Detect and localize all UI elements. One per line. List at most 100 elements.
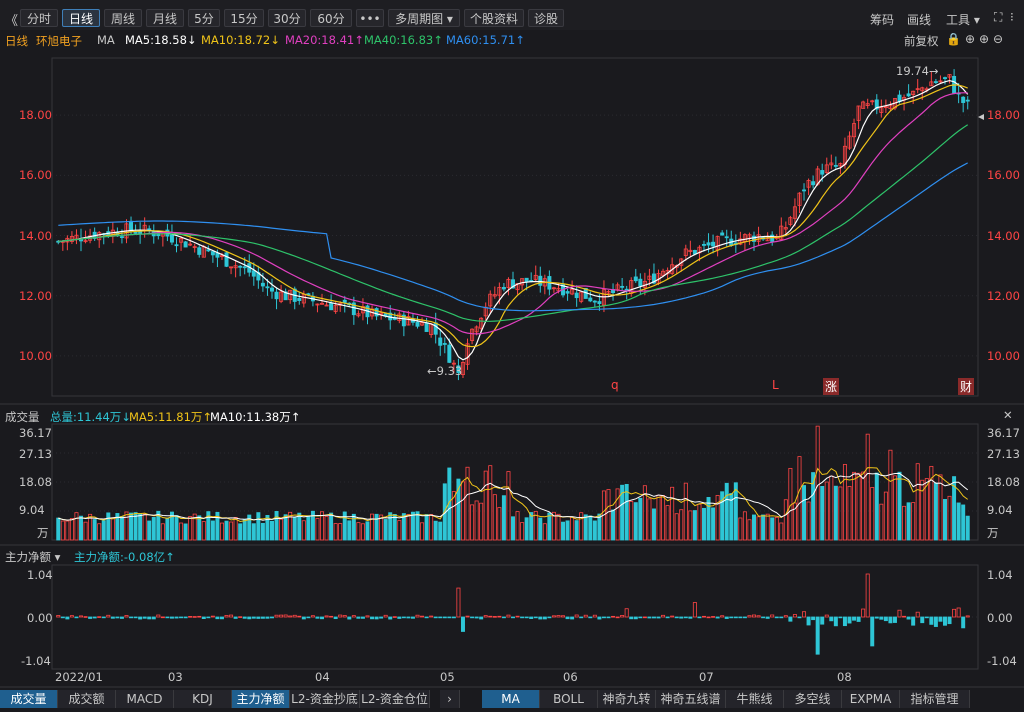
volume-bar [492,494,497,541]
indicator-tab[interactable]: KDJ [174,690,232,708]
flow-bar [470,616,475,619]
volume-bar [142,513,147,541]
volume-close-icon[interactable]: ✕ [1003,408,1013,422]
candle-body [447,344,452,363]
fullscreen-icon[interactable]: ⛶ [994,10,1003,24]
toolbar-button-9[interactable]: 多周期图 ▾ [388,9,460,27]
overlay-tab[interactable]: BOLL [540,690,598,708]
flow-bar [115,616,120,619]
candle-body [847,135,852,149]
adjust-label[interactable]: 前复权 [904,34,939,48]
flow-bar [670,615,675,618]
tools-button[interactable]: 工具 ▾ [946,13,980,27]
indicator-tab[interactable]: 成交量 [0,690,58,708]
candle-body [533,274,538,280]
flow-bar [761,616,766,619]
flow-bar [297,615,302,618]
overlay-tab[interactable]: EXPMA [842,690,900,708]
volume-bar [920,479,925,541]
volume-bar [733,482,738,541]
candle-body [524,277,529,283]
event-marker-finance[interactable]: 财 [958,378,975,395]
flow-bar [329,615,334,618]
flow-bar [301,616,306,620]
candle-body [861,101,866,109]
candle-body [420,322,425,326]
flow-bar [856,616,861,622]
chips-button[interactable]: 筹码 [870,13,895,27]
event-marker-l[interactable]: L [772,378,779,392]
flow-bar [242,616,247,619]
overlay-tab[interactable]: 指标管理 [900,690,970,708]
panel-icons[interactable]: 🔒⊕⊕⊖ [946,32,1008,46]
toolbar-button-3[interactable]: 月线 [146,9,184,27]
indicator-tab[interactable]: L2-资金抄底 [290,690,360,708]
price-panel-frame [51,57,979,397]
flow-bar [802,611,807,618]
volume-bar [724,482,729,541]
flow-bar [342,615,347,618]
toolbar-button-2[interactable]: 周线 [104,9,142,27]
toolbar-button-0[interactable]: 分时 [20,9,58,27]
flow-bar [169,616,174,619]
overlay-tab[interactable]: 神奇五线谱 [656,690,726,708]
toolbar-button-5[interactable]: 15分 [224,9,264,27]
flow-bar [410,616,415,619]
volume-tick-left: 27.13 [19,447,52,461]
candle-body [297,298,302,301]
volume-bar [201,521,206,541]
volume-bar [88,513,93,541]
volume-bar [188,516,193,541]
flow-bar [483,615,488,618]
flow-bar [638,616,643,619]
settings-icon[interactable]: ⁝ [1010,10,1014,24]
indicator-tab[interactable]: L2-资金仓位 [360,690,430,708]
flow-bar [129,616,134,619]
indicator-tab[interactable]: MACD [116,690,174,708]
volume-bar [451,491,456,541]
volume-bar [197,515,202,541]
candle-body [724,236,729,239]
flow-bar [874,616,879,619]
volume-bar [611,509,616,541]
event-marker-q[interactable]: q [611,378,619,392]
flow-bar [547,616,552,619]
candle-body [324,304,329,307]
indicator-tab[interactable]: 主力净额 [232,690,290,708]
volume-bar [69,518,74,541]
toolbar-button-11[interactable]: 诊股 [528,9,564,27]
candle-body [283,291,288,301]
volume-bar [911,502,916,541]
flow-title[interactable]: 主力净额 ▾ [5,550,61,564]
flow-bar [683,616,688,619]
toolbar-button-6[interactable]: 30分 [268,9,306,27]
tabs-next-icon[interactable]: › [440,690,460,708]
overlay-tab[interactable]: 神奇九转 [598,690,656,708]
indicator-tab[interactable]: 成交额 [58,690,116,708]
draw-button[interactable]: 画线 [907,13,932,27]
volume-bar [283,514,288,541]
overlay-tab[interactable]: MA [482,690,540,708]
volume-bar [174,515,179,541]
flow-bar [956,607,961,618]
event-marker-rise[interactable]: 涨 [823,378,840,395]
volume-bar [656,494,661,541]
flow-bar [815,616,820,655]
toolbar-button-7[interactable]: 60分 [310,9,352,27]
flow-bar [401,616,406,619]
candle-body [174,244,179,247]
candle-body [647,275,652,280]
toolbar-button-1[interactable]: 日线 [62,9,100,27]
flow-bar [765,616,770,619]
overlay-tab[interactable]: 多空线 [784,690,842,708]
toolbar-button-4[interactable]: 5分 [188,9,220,27]
flow-bar [274,614,279,618]
volume-bar [947,495,952,541]
volume-bar [156,510,161,541]
toolbar-button-10[interactable]: 个股资料 [464,9,524,27]
candle-body [224,252,229,267]
collapse-icon[interactable]: 《 [5,14,19,29]
toolbar-button-8[interactable]: ••• [356,9,384,27]
overlay-tab[interactable]: 牛熊线 [726,690,784,708]
x-tick-label: 03 [168,670,183,684]
